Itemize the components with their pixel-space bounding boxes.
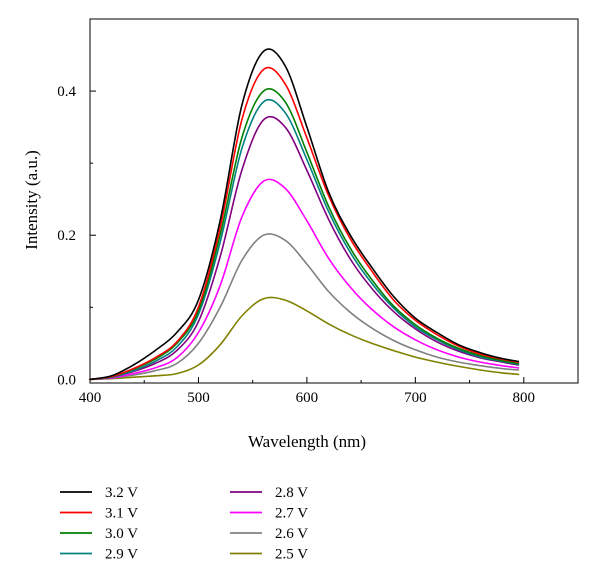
x-axis-title: Wavelength (nm) (248, 432, 366, 451)
plot-area (89, 18, 579, 384)
x-axis: 400 500 600 700 800 (79, 377, 535, 406)
plot-frame (89, 18, 579, 384)
series-line (89, 115, 520, 381)
legend-label: 3.0 V (105, 526, 138, 542)
series-line (89, 66, 520, 381)
x-tick-label: 600 (296, 390, 319, 406)
x-tick-label: 400 (79, 390, 102, 406)
y-tick-label: 0.0 (57, 372, 76, 388)
legend-label: 2.8 V (275, 485, 308, 501)
legend-label: 3.2 V (105, 485, 138, 501)
series-line (89, 48, 520, 381)
y-tick-label: 0.2 (57, 228, 76, 244)
series-line (89, 296, 520, 381)
series-line (89, 88, 520, 381)
series-line (89, 233, 520, 381)
legend-label: 2.9 V (105, 547, 138, 563)
legend: 3.2 V 3.1 V 3.0 V 2.9 V 2.8 V 2.7 V 2.6 V 2.5 V (60, 485, 308, 563)
x-tick-label: 800 (513, 390, 536, 406)
legend-label: 2.7 V (275, 506, 308, 522)
y-axis-title: Intensity (a.u.) (22, 150, 41, 250)
y-tick-label: 0.4 (57, 84, 76, 100)
x-tick-label: 700 (404, 390, 427, 406)
legend-label: 2.5 V (275, 547, 308, 563)
x-tick-label: 500 (187, 390, 210, 406)
legend-label: 3.1 V (105, 506, 138, 522)
series-line (89, 178, 520, 381)
series-lines (89, 48, 520, 381)
series-line (89, 98, 520, 381)
y-axis: 0.0 0.2 0.4 (57, 84, 96, 388)
legend-label: 2.6 V (275, 526, 308, 542)
